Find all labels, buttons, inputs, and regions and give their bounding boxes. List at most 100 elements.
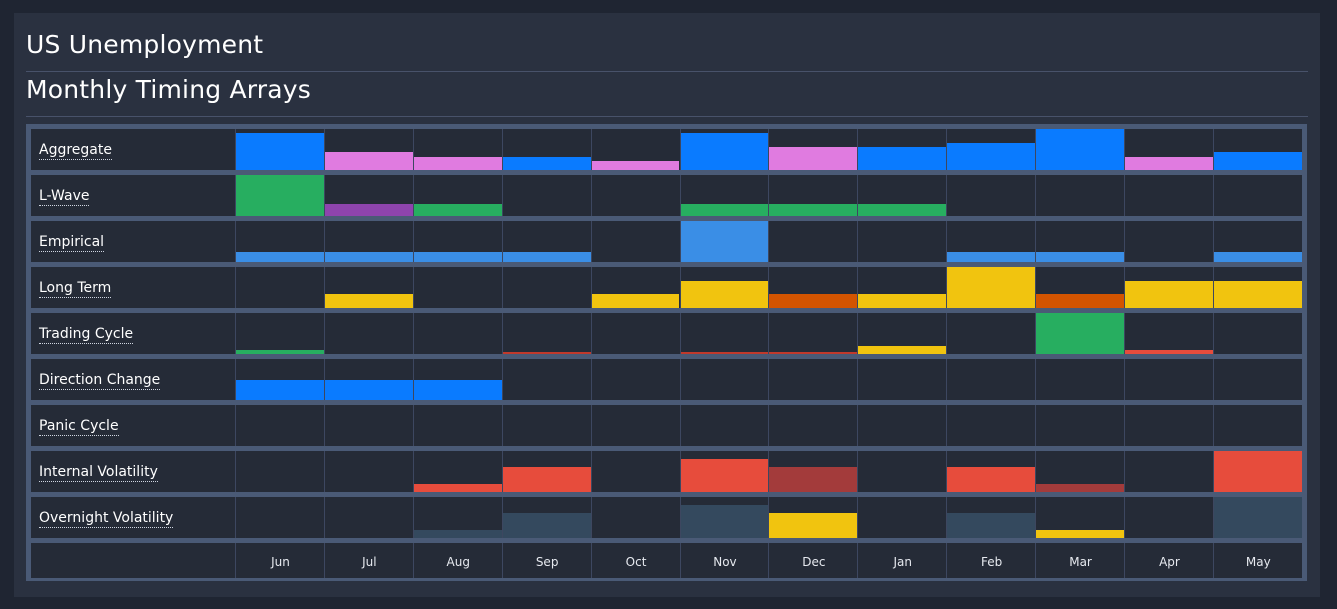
cell <box>1124 451 1213 492</box>
cell <box>235 451 324 492</box>
value-bar <box>769 147 858 170</box>
value-bar <box>413 379 502 400</box>
value-bar <box>769 203 858 216</box>
value-bar <box>502 156 591 170</box>
x-axis-cell: Mar <box>1035 543 1125 578</box>
value-bar <box>1036 483 1124 492</box>
row-label[interactable]: Panic Cycle <box>39 418 119 436</box>
value-bar <box>680 505 769 538</box>
value-bar <box>236 379 324 400</box>
value-bar <box>591 294 680 308</box>
value-bar <box>502 351 591 354</box>
cell <box>1212 267 1302 308</box>
row-label[interactable]: Aggregate <box>39 142 112 160</box>
value-bar <box>1125 156 1213 170</box>
value-bar <box>502 467 591 492</box>
x-tick-label: Jun <box>271 555 290 569</box>
row-label[interactable]: Long Term <box>39 280 112 298</box>
value-bar <box>680 221 769 262</box>
cell <box>590 267 680 308</box>
cell <box>768 267 858 308</box>
cell <box>768 359 857 400</box>
cell <box>323 359 413 400</box>
cell <box>590 175 680 216</box>
value-bar <box>858 345 947 354</box>
value-bar <box>769 294 858 308</box>
cell <box>1035 221 1124 262</box>
value-bar <box>413 203 502 216</box>
page-subtitle: Monthly Timing Arrays <box>26 75 312 104</box>
timing-array-grid: Aggregate L-Wave Empirical Long Term Trading… <box>26 124 1307 581</box>
cell <box>412 313 502 354</box>
value-bar <box>1213 451 1302 492</box>
cell <box>412 267 502 308</box>
x-tick-label: Apr <box>1159 555 1180 569</box>
cell <box>323 221 413 262</box>
cell <box>1212 175 1302 216</box>
value-bar <box>413 251 502 262</box>
cell <box>857 451 946 492</box>
cell <box>590 497 680 538</box>
row-overnight-volatility: Overnight Volatility <box>31 497 1302 538</box>
value-bar <box>413 156 502 170</box>
cell <box>1124 497 1213 538</box>
row-label[interactable]: Internal Volatility <box>39 464 158 482</box>
cell <box>1212 221 1302 262</box>
value-bar <box>1036 313 1124 354</box>
value-bar <box>1036 294 1124 308</box>
value-bar <box>502 513 591 538</box>
title-divider <box>26 71 1308 72</box>
value-bar <box>236 251 324 262</box>
x-tick-label: Jan <box>893 555 912 569</box>
cell <box>946 175 1035 216</box>
value-bar <box>1213 497 1302 538</box>
cell <box>501 405 591 446</box>
value-bar <box>1213 151 1302 170</box>
row-label[interactable]: L-Wave <box>39 188 90 206</box>
cell <box>1124 175 1213 216</box>
value-bar <box>502 251 591 262</box>
value-bar <box>1125 280 1213 308</box>
value-bar <box>947 513 1036 538</box>
cell <box>857 129 947 170</box>
value-bar <box>947 467 1036 492</box>
cell <box>590 129 680 170</box>
cell <box>1035 175 1124 216</box>
x-tick-label: Nov <box>713 555 737 569</box>
x-tick-label: Dec <box>802 555 826 569</box>
value-bar <box>324 251 413 262</box>
cell <box>946 451 1036 492</box>
chart-panel: US Unemployment Monthly Timing Arrays Ag… <box>14 13 1320 597</box>
cell <box>857 405 946 446</box>
x-tick-label: May <box>1245 555 1271 569</box>
cell <box>1035 359 1124 400</box>
row-aggregate: Aggregate <box>31 129 1302 170</box>
cell <box>235 221 324 262</box>
value-bar <box>680 280 769 308</box>
row-label[interactable]: Trading Cycle <box>39 326 134 344</box>
row-label[interactable]: Direction Change <box>39 372 161 390</box>
cell <box>590 221 680 262</box>
cell <box>590 451 680 492</box>
cell <box>679 221 769 262</box>
cell <box>235 405 324 446</box>
row-label[interactable]: Overnight Volatility <box>39 510 174 528</box>
x-axis-cell: Oct <box>590 543 681 578</box>
row-panic-cycle: Panic Cycle <box>31 405 1302 446</box>
x-axis: Jun Jul Aug Sep Oct Nov Dec Jan Feb Mar Apr May <box>31 543 1302 578</box>
row-l-wave: L-Wave <box>31 175 1302 216</box>
cell <box>412 175 502 216</box>
cell <box>1124 221 1213 262</box>
cell <box>946 359 1035 400</box>
value-bar <box>324 151 413 170</box>
x-axis-cell: Aug <box>412 543 503 578</box>
row-label[interactable]: Empirical <box>39 234 105 252</box>
cell <box>412 221 502 262</box>
cell <box>1124 405 1213 446</box>
cell <box>1212 451 1302 492</box>
cell <box>679 451 769 492</box>
cell <box>412 405 502 446</box>
cell <box>768 451 858 492</box>
cell <box>1035 267 1124 308</box>
cell <box>235 359 324 400</box>
